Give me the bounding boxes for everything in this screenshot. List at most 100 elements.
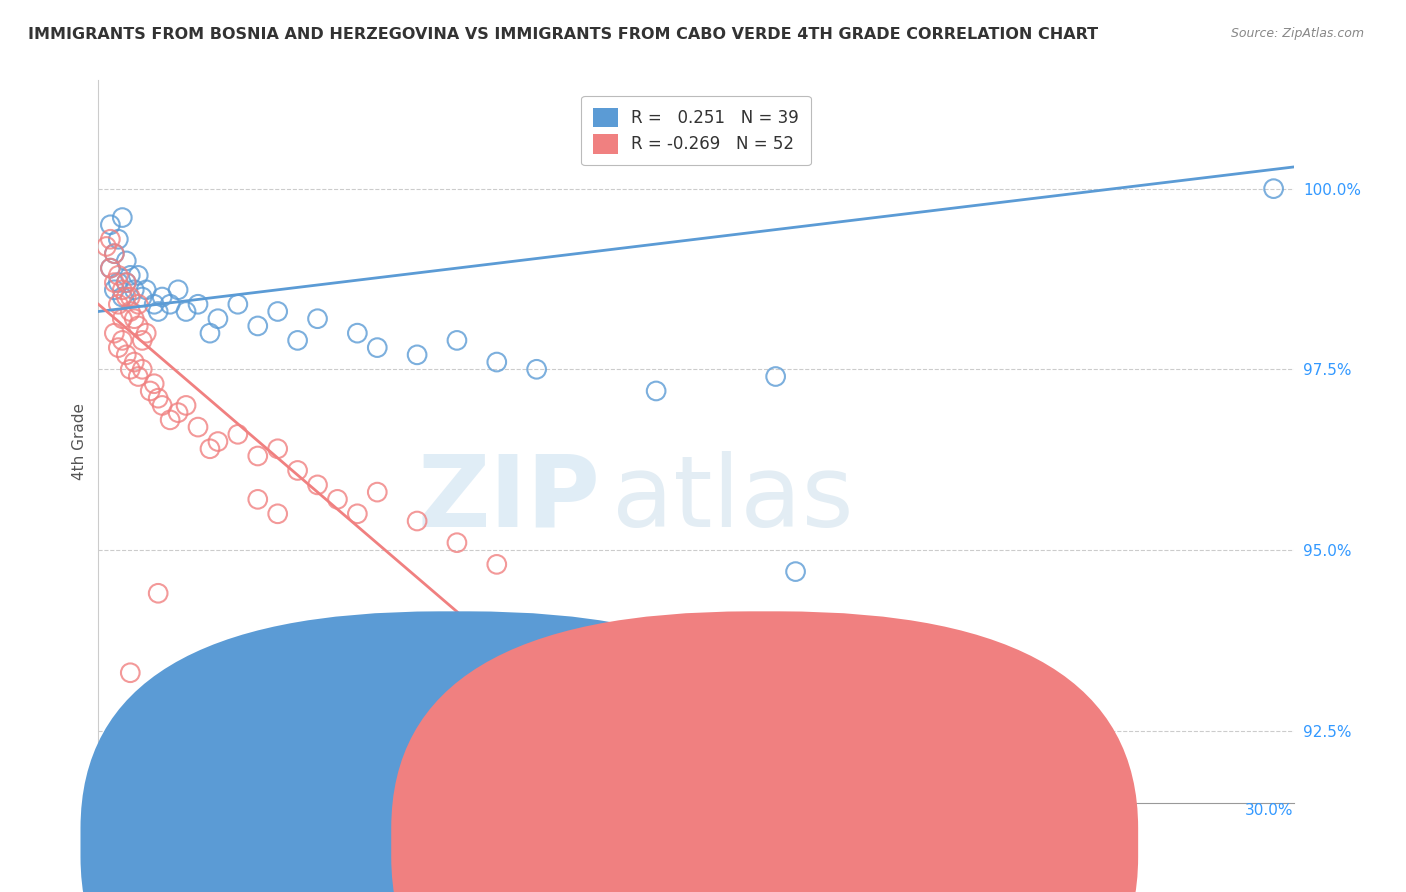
Point: [111, 290, 134, 304]
Point: [187, 297, 209, 311]
Point: [111, 211, 134, 225]
Point: [103, 276, 125, 290]
Point: [366, 341, 388, 355]
Point: [267, 507, 290, 521]
Point: [107, 341, 129, 355]
Point: [198, 326, 221, 341]
Point: [226, 427, 249, 442]
Point: [406, 514, 429, 528]
Point: [785, 565, 807, 579]
Point: [111, 311, 134, 326]
Point: [120, 362, 142, 376]
Point: [246, 449, 269, 463]
Point: [143, 297, 166, 311]
Point: [124, 283, 146, 297]
Point: [485, 355, 508, 369]
Point: [120, 304, 142, 318]
Point: [98, 261, 122, 276]
Point: [103, 283, 125, 297]
Point: [446, 334, 468, 348]
Point: [167, 283, 190, 297]
Point: [485, 558, 508, 572]
Point: [148, 304, 170, 318]
Point: [127, 268, 149, 283]
Point: [107, 232, 129, 246]
Point: [115, 276, 138, 290]
Point: [111, 334, 134, 348]
Text: Source: ZipAtlas.com: Source: ZipAtlas.com: [1230, 27, 1364, 40]
Point: [115, 276, 138, 290]
Point: [124, 355, 146, 369]
Point: [198, 442, 221, 456]
Point: [366, 485, 388, 500]
Legend: R =   0.251   N = 39, R = -0.269   N = 52: R = 0.251 N = 39, R = -0.269 N = 52: [581, 95, 811, 165]
Point: [226, 297, 249, 311]
Point: [287, 463, 309, 477]
Point: [143, 376, 166, 391]
Point: [98, 218, 122, 232]
Point: [120, 665, 142, 680]
Point: [150, 398, 173, 412]
Text: Immigrants from Bosnia and Herzegovina: Immigrants from Bosnia and Herzegovina: [394, 847, 711, 861]
Point: [131, 362, 153, 376]
Text: Immigrants from Cabo Verde: Immigrants from Cabo Verde: [765, 847, 986, 861]
Y-axis label: 4th Grade: 4th Grade: [72, 403, 87, 480]
Point: [207, 311, 229, 326]
Point: [526, 362, 548, 376]
Point: [135, 283, 157, 297]
Point: [207, 434, 229, 449]
Point: [111, 283, 134, 297]
Point: [120, 290, 142, 304]
Point: [107, 297, 129, 311]
Point: [765, 369, 787, 384]
Point: [446, 535, 468, 549]
Point: [174, 398, 197, 412]
Point: [287, 334, 309, 348]
Text: atlas: atlas: [613, 450, 853, 548]
Point: [139, 384, 162, 398]
Point: [406, 348, 429, 362]
Point: [127, 297, 149, 311]
Point: [187, 420, 209, 434]
Point: [267, 442, 290, 456]
Point: [246, 318, 269, 333]
Point: [267, 304, 290, 318]
Point: [159, 413, 181, 427]
Text: 0.0%: 0.0%: [98, 803, 138, 818]
Point: [131, 290, 153, 304]
Point: [103, 246, 125, 260]
Point: [167, 406, 190, 420]
Point: [107, 268, 129, 283]
Point: [98, 261, 122, 276]
Point: [127, 318, 149, 333]
Point: [115, 253, 138, 268]
Point: [346, 507, 368, 521]
Point: [174, 304, 197, 318]
Point: [307, 478, 329, 492]
Point: [326, 492, 349, 507]
Point: [159, 297, 181, 311]
Point: [115, 348, 138, 362]
Point: [148, 391, 170, 405]
Point: [115, 290, 138, 304]
FancyBboxPatch shape: [391, 611, 1139, 892]
Point: [645, 384, 668, 398]
Point: [148, 586, 170, 600]
Point: [127, 369, 149, 384]
Point: [307, 311, 329, 326]
Point: [346, 326, 368, 341]
Point: [131, 334, 153, 348]
Point: [246, 492, 269, 507]
Point: [1263, 182, 1285, 196]
Text: IMMIGRANTS FROM BOSNIA AND HERZEGOVINA VS IMMIGRANTS FROM CABO VERDE 4TH GRADE C: IMMIGRANTS FROM BOSNIA AND HERZEGOVINA V…: [28, 27, 1098, 42]
Point: [107, 276, 129, 290]
Point: [120, 268, 142, 283]
Point: [103, 246, 125, 260]
Point: [96, 239, 118, 253]
Point: [150, 290, 173, 304]
FancyBboxPatch shape: [80, 611, 827, 892]
Text: 30.0%: 30.0%: [1246, 803, 1294, 818]
Point: [103, 326, 125, 341]
Point: [124, 311, 146, 326]
Point: [135, 326, 157, 341]
